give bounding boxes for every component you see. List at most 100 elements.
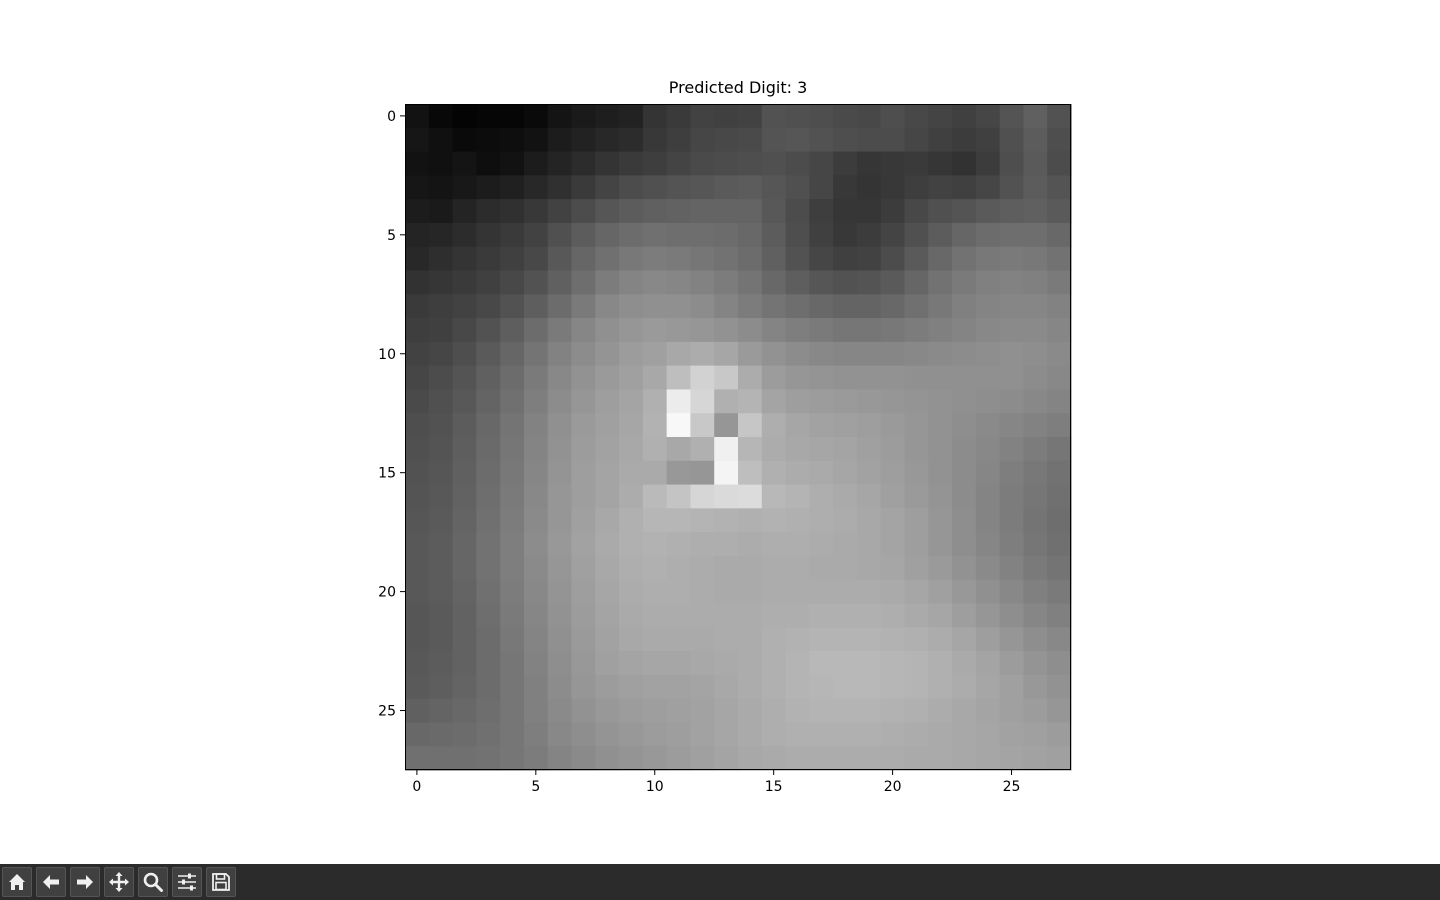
pixel-cell <box>452 484 477 509</box>
pixel-cell <box>476 555 501 581</box>
pixel-cell <box>1047 627 1072 652</box>
pixel-cell <box>1023 437 1048 462</box>
pixel-cell <box>547 151 573 176</box>
pixel-cell <box>785 104 810 129</box>
pixel-cell <box>666 294 692 319</box>
pixel-cell <box>833 627 858 652</box>
pixel-cell <box>642 270 668 295</box>
pixel-cell <box>571 437 596 462</box>
pixel-cell <box>405 270 430 295</box>
pixel-cell <box>785 389 810 414</box>
pixel-cell <box>952 722 977 747</box>
pixel-cell <box>833 151 858 176</box>
pixel-cell <box>999 389 1025 414</box>
pixel-cell <box>666 722 692 747</box>
pixel-cell <box>1047 246 1072 272</box>
axes-frame <box>405 104 1071 770</box>
pixel-cell <box>1047 199 1072 224</box>
forward-button[interactable] <box>70 867 100 897</box>
pixel-cell <box>523 555 549 581</box>
pixel-cell <box>999 508 1025 533</box>
pixel-cell <box>928 199 953 224</box>
pixel-cell <box>880 722 906 747</box>
pixel-cell <box>928 127 953 153</box>
pixel-cell <box>738 508 763 533</box>
pixel-cell <box>690 222 715 248</box>
back-button[interactable] <box>36 867 66 897</box>
pixel-cell <box>714 579 739 605</box>
pixel-cell <box>571 270 596 295</box>
pixel-cell <box>880 365 906 391</box>
pixel-cell <box>738 603 763 628</box>
pixel-cell <box>714 318 739 343</box>
pixel-cell <box>975 318 1001 343</box>
pixel-cell <box>595 555 620 581</box>
pixel-cell <box>428 389 454 414</box>
pixel-cell <box>999 341 1025 367</box>
home-button[interactable] <box>2 867 32 897</box>
pixel-cell <box>690 437 715 462</box>
pixel-cell <box>833 389 858 414</box>
pixel-cell <box>476 746 501 771</box>
pixel-cell <box>405 627 430 652</box>
pixel-cell <box>523 437 549 462</box>
pixel-cell <box>856 175 882 200</box>
pixel-cell <box>452 460 477 486</box>
pixel-cell <box>880 389 906 414</box>
pixel-cell <box>809 674 834 700</box>
pixel-cell <box>523 746 549 771</box>
pixel-cell <box>619 294 644 319</box>
pixel-cell <box>428 199 454 224</box>
pixel-cell <box>809 127 834 153</box>
pixel-cell <box>1023 460 1048 486</box>
pixel-cell <box>1023 389 1048 414</box>
configure-subplots-button[interactable] <box>172 867 202 897</box>
pixel-cell <box>856 627 882 652</box>
pixel-cell <box>476 389 501 414</box>
pixel-cell <box>714 484 739 509</box>
pixel-cell <box>928 674 953 700</box>
pixel-cell <box>880 222 906 248</box>
pixel-cell <box>428 627 454 652</box>
pixel-cell <box>833 508 858 533</box>
pixel-cell <box>452 199 477 224</box>
pixel-cell <box>714 674 739 700</box>
pixel-cell <box>571 508 596 533</box>
save-button[interactable] <box>206 867 236 897</box>
pixel-cell <box>547 603 573 628</box>
pixel-cell <box>547 722 573 747</box>
pixel-cell <box>405 484 430 509</box>
pixel-cell <box>714 532 739 557</box>
pixel-cell <box>738 460 763 486</box>
pixel-cell <box>452 222 477 248</box>
pixel-cell <box>405 151 430 176</box>
pixel-cell <box>904 222 929 248</box>
pixel-cell <box>666 508 692 533</box>
pixel-cell <box>880 341 906 367</box>
pixel-cell <box>547 175 573 200</box>
pixel-cell <box>833 222 858 248</box>
pixel-cell <box>904 104 929 129</box>
pixel-cell <box>547 508 573 533</box>
pixel-cell <box>904 555 929 581</box>
pixel-cell <box>571 246 596 272</box>
pixel-cell <box>523 389 549 414</box>
pixel-cell <box>642 199 668 224</box>
pixel-cell <box>738 270 763 295</box>
pixel-cell <box>785 365 810 391</box>
pixel-cell <box>1023 603 1048 628</box>
pixel-cell <box>785 722 810 747</box>
pixel-cell <box>690 413 715 438</box>
pixel-cell <box>785 246 810 272</box>
pixel-cell <box>1023 175 1048 200</box>
zoom-button[interactable] <box>138 867 168 897</box>
pixel-cell <box>1023 579 1048 605</box>
pixel-cell <box>904 484 929 509</box>
pixel-cell <box>1047 104 1072 129</box>
pixel-cell <box>642 532 668 557</box>
pixel-cell <box>547 460 573 486</box>
pixel-cell <box>428 532 454 557</box>
pixel-cell <box>761 151 787 176</box>
pixel-cell <box>761 674 787 700</box>
pan-button[interactable] <box>104 867 134 897</box>
